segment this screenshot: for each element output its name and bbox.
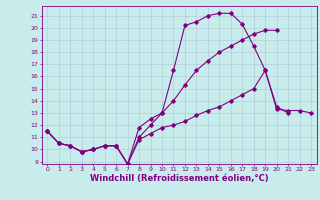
X-axis label: Windchill (Refroidissement éolien,°C): Windchill (Refroidissement éolien,°C): [90, 174, 268, 183]
